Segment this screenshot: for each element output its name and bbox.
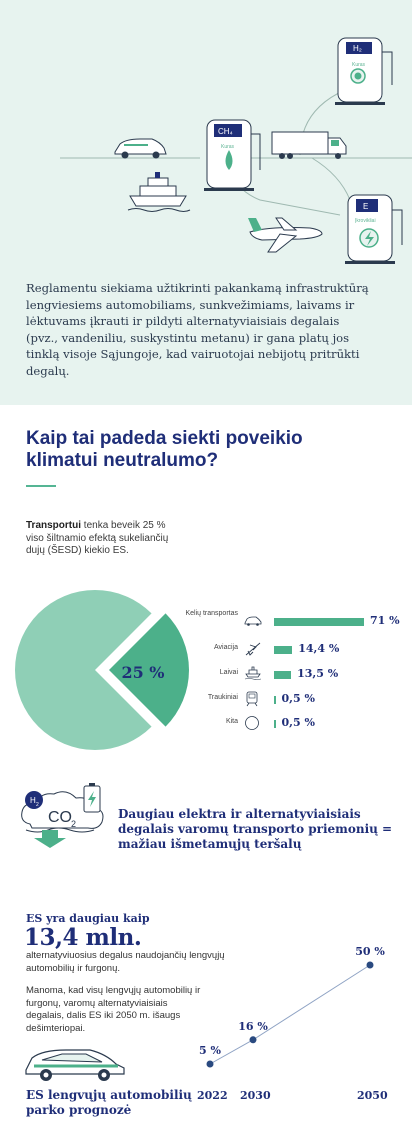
bar-value-label: 71 % — [370, 614, 400, 627]
battery-icon — [83, 783, 101, 813]
bar — [274, 618, 364, 626]
point-label: 5 % — [199, 1044, 221, 1057]
train-icon — [244, 691, 260, 712]
section-heading: Kaip tai padeda siekti poveikio klimatui… — [26, 428, 303, 471]
transport-bold: Transportui — [26, 520, 82, 531]
hydrogen-bubble-icon — [25, 791, 43, 809]
bar-row: Kelių transportas 71 % — [185, 610, 406, 632]
methane-sign-label: CH₄ — [218, 127, 233, 136]
transport-share-text: Transportui tenka beveik 25 % viso šiltn… — [26, 520, 186, 558]
fleet-chart-title: ES lengvųjų automobilių parko prognozė — [26, 1088, 192, 1117]
hydrogen-station-icon — [335, 37, 393, 105]
methane-sign-sub: Kuras — [221, 144, 235, 150]
pie-slice-transport — [109, 613, 189, 727]
heading-underline — [26, 485, 56, 487]
point-label: 50 % — [355, 945, 385, 958]
ghg-pie-chart: 25 % — [15, 590, 189, 750]
bar-category-label: Aviacija — [214, 644, 238, 651]
bar-row: Traukiniai 0,5 % — [196, 690, 406, 710]
transport-rest: tenka beveik 25 % viso šiltnamio efektą … — [26, 520, 169, 557]
data-point — [366, 961, 374, 969]
bar-category-label: Laivai — [219, 669, 238, 676]
fleet-forecast-note: Manoma, kad visų lengvųjų automobilių ir… — [26, 985, 201, 1034]
truck-icon — [271, 131, 347, 159]
fleet-intro: ES yra daugiau kaip — [26, 912, 150, 925]
plane-icon — [244, 641, 262, 662]
bar-category-label: Kita — [225, 718, 238, 725]
charging-station-icon — [345, 194, 403, 264]
bar-category-label: Kelių transportas — [185, 610, 238, 617]
hydrogen-sign-sub: Kuras — [352, 62, 366, 68]
fleet-count: 13,4 mln. — [24, 924, 142, 951]
bar-value-label: 0,5 % — [281, 716, 315, 729]
co2-sub: 2 — [71, 819, 76, 829]
electric-message: Daugiau elektra ir alternatyviaisiais de… — [118, 807, 393, 851]
h2-sub: 2 — [36, 802, 39, 808]
car-icon — [25, 1049, 125, 1081]
down-arrow-icon — [34, 830, 66, 848]
plane-icon — [248, 217, 323, 253]
bar-value-label: 14,4 % — [298, 642, 340, 655]
ship-icon — [244, 666, 262, 685]
charger-sign-sub: Įkrovikliai — [355, 218, 376, 224]
point-label: 16 % — [238, 1020, 268, 1033]
data-point — [206, 1060, 214, 1068]
bar — [274, 696, 276, 704]
charger-sign-label: E — [363, 202, 368, 211]
bar — [274, 646, 293, 654]
x-tick-label: 2050 — [357, 1089, 388, 1102]
infrastructure-illustration: H₂ Kuras CH₄ Kuras E Įkrovikliai — [60, 37, 412, 264]
hydrogen-sign-label: H₂ — [353, 44, 362, 53]
circle-icon — [244, 715, 260, 736]
hero-section: H₂ Kuras CH₄ Kuras E Įkrovikliai — [0, 0, 412, 405]
co2-label: CO — [48, 809, 72, 826]
car-icon — [244, 613, 262, 631]
h2-label: H — [30, 796, 36, 805]
series-line — [209, 964, 371, 1065]
car-icon — [114, 138, 167, 159]
bar — [274, 671, 292, 679]
bar-row: Kita 0,5 % — [196, 714, 406, 734]
fleet-description: alternatyviuosius degalus naudojančių le… — [26, 950, 225, 974]
x-tick-label: 2030 — [240, 1089, 271, 1102]
hero-description: Reglamentu siekiama užtikrinti pakankamą… — [26, 281, 369, 378]
bar — [274, 720, 276, 728]
x-tick-label: 2022 — [197, 1089, 228, 1102]
bar-value-label: 13,5 % — [297, 667, 339, 680]
emissions-icon: H 2 CO 2 — [21, 783, 104, 848]
pie-slice-other — [15, 590, 152, 750]
methane-station-icon — [204, 119, 261, 191]
fleet-line-chart: 5 % 16 % 50 % — [199, 945, 385, 1068]
bar-value-label: 0,5 % — [281, 692, 315, 705]
ship-icon — [127, 172, 191, 212]
bar-category-label: Traukiniai — [207, 694, 238, 701]
pie-slice-label: 25 % — [121, 663, 164, 682]
data-point — [249, 1036, 257, 1044]
bar-row: Laivai 13,5 % — [196, 665, 406, 685]
bar-row: Aviacija 14,4 % — [196, 640, 406, 660]
